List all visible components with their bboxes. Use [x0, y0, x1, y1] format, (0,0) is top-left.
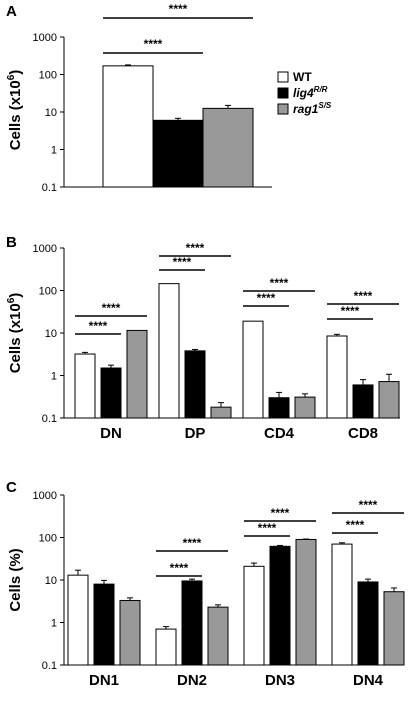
- y-tick-label: 1000: [33, 490, 57, 502]
- bar: [352, 384, 374, 419]
- bar: [202, 107, 254, 188]
- x-tick-label: DN3: [265, 672, 295, 689]
- bar: [100, 367, 122, 419]
- legend-a: WT lig4R/R rag1S/S: [277, 70, 332, 116]
- y-tick-label: 100: [39, 533, 57, 545]
- bar: [184, 350, 206, 419]
- x-tick-label: CD8: [348, 425, 378, 442]
- bar: [242, 320, 264, 419]
- significance-stars: ****: [354, 289, 373, 303]
- bar: [378, 381, 400, 419]
- significance-stars: ****: [257, 291, 276, 305]
- x-tick-label: DP: [185, 425, 206, 442]
- bar: [357, 581, 379, 666]
- panel-a-ylabel: Cells (x106): [6, 70, 24, 151]
- significance-stars: ****: [169, 2, 188, 16]
- bar: [119, 599, 141, 666]
- x-tick-label: DN4: [353, 672, 384, 689]
- legend-label-rag1-text: rag1: [293, 102, 319, 116]
- legend-label-lig4-sup: R/R: [314, 85, 328, 94]
- y-tick-label: 0.1: [42, 413, 57, 425]
- bar: [74, 353, 96, 419]
- bar: [152, 119, 204, 188]
- x-tick-label: CD4: [264, 425, 295, 442]
- significance-stars: ****: [271, 506, 290, 520]
- bar: [155, 628, 177, 666]
- panel-a-ylabel-sup: 6: [6, 74, 17, 80]
- legend-label-rag1-sup: S/S: [318, 101, 332, 110]
- x-tick-label: DN2: [177, 672, 207, 689]
- bar: [181, 580, 203, 666]
- legend-label-lig4-text: lig4: [293, 86, 314, 100]
- bar: [331, 543, 353, 666]
- significance-stars: ****: [341, 304, 360, 318]
- bar: [269, 545, 291, 666]
- bar: [158, 283, 180, 419]
- significance-stars: ****: [144, 37, 163, 51]
- panel-a-letter: A: [6, 3, 17, 20]
- panel-b-letter: B: [6, 234, 17, 251]
- legend-label-wt: WT: [293, 70, 312, 84]
- significance-stars: ****: [183, 536, 202, 550]
- bar: [126, 329, 148, 419]
- bar: [326, 335, 348, 419]
- y-tick-label: 0.1: [42, 182, 57, 194]
- panel-c-letter: C: [6, 479, 17, 496]
- y-tick-label: 1: [51, 145, 57, 157]
- panel-b-ylabel-sup: 6: [6, 297, 17, 303]
- significance-stars: ****: [359, 498, 378, 512]
- significance-stars: ****: [258, 521, 277, 535]
- y-tick-label: 1: [51, 371, 57, 383]
- bar: [294, 396, 316, 419]
- panel-a-ylabel-text: Cells (x10: [7, 80, 24, 150]
- legend-swatch-rag1: [277, 103, 289, 115]
- significance-stars: ****: [346, 518, 365, 532]
- y-tick-label: 10: [45, 107, 57, 119]
- bar: [102, 65, 154, 188]
- bar: [295, 538, 317, 666]
- significance-stars: ****: [186, 241, 205, 255]
- legend-label-lig4: lig4R/R: [293, 85, 328, 100]
- significance-stars: ****: [102, 301, 121, 315]
- panel-c-ylabel: Cells (%): [7, 548, 24, 611]
- bar: [207, 606, 229, 666]
- y-tick-label: 1000: [33, 243, 57, 255]
- significance-stars: ****: [173, 255, 192, 269]
- bar: [243, 565, 265, 666]
- y-tick-label: 100: [39, 70, 57, 82]
- significance-stars: ****: [89, 319, 108, 333]
- panel-a-ylabel-close: ): [7, 70, 24, 75]
- y-tick-label: 10: [45, 328, 57, 340]
- bar: [268, 397, 290, 419]
- significance-stars: ****: [270, 276, 289, 290]
- legend-swatch-wt: [277, 71, 289, 83]
- bar: [93, 583, 115, 666]
- y-tick-label: 100: [39, 286, 57, 298]
- bar: [67, 574, 89, 666]
- panel-b-ylabel-text: Cells (x10: [7, 303, 24, 373]
- y-tick-label: 1: [51, 618, 57, 630]
- legend-label-rag1: rag1S/S: [293, 101, 332, 116]
- x-tick-label: DN: [100, 425, 122, 442]
- bar: [210, 406, 232, 419]
- y-tick-label: 1000: [33, 32, 57, 44]
- panel-b-ylabel-close: ): [7, 293, 24, 298]
- x-tick-label: DN1: [89, 672, 119, 689]
- legend-swatch-lig4: [277, 87, 289, 99]
- plot-a: 1000 100 10 1 0.1 **** ****: [33, 2, 272, 194]
- panel-b-ylabel: Cells (x106): [6, 293, 24, 374]
- significance-stars: ****: [170, 561, 189, 575]
- y-tick-label: 0.1: [42, 660, 57, 672]
- y-tick-label: 10: [45, 575, 57, 587]
- bar: [383, 591, 405, 666]
